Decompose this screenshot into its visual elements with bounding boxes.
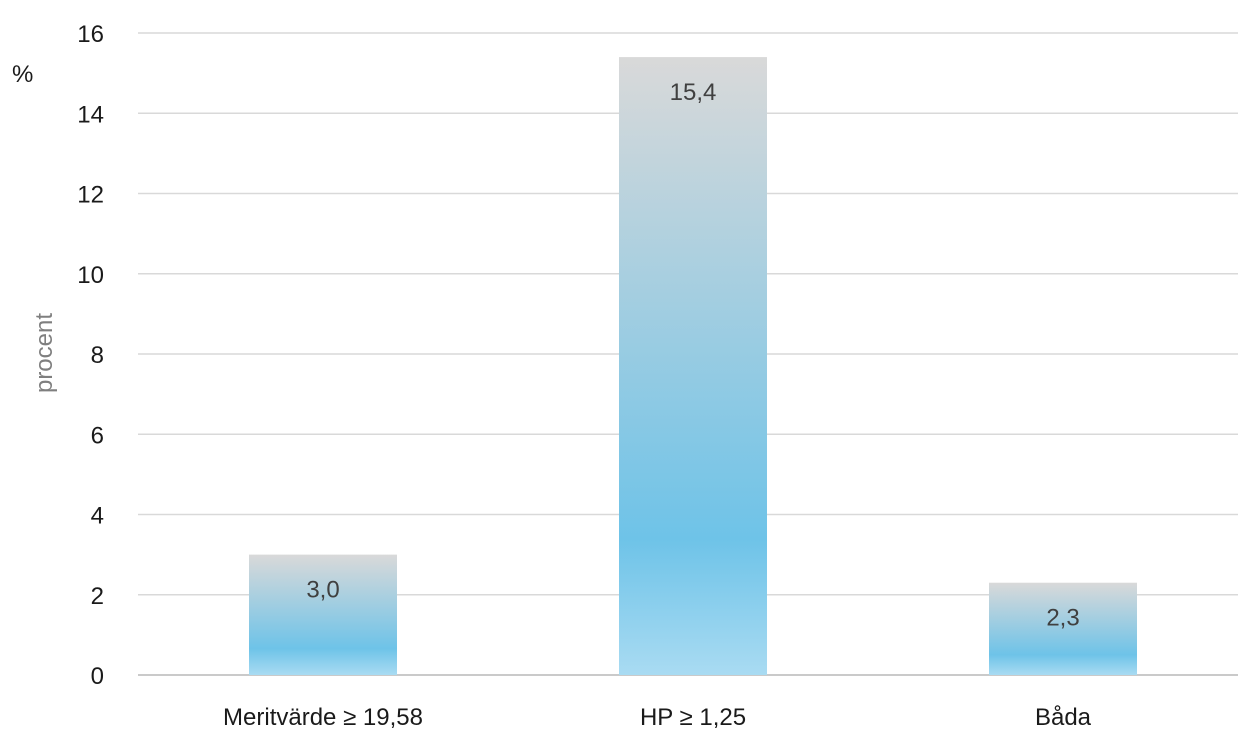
unit-label: %	[12, 61, 33, 88]
y-tick-label-10: 10	[77, 262, 104, 289]
y-tick-label-6: 6	[91, 422, 104, 449]
category-label-2: HP ≥ 1,25	[640, 704, 746, 729]
data-label-2: 15,4	[670, 79, 717, 106]
y-tick-label-16: 16	[77, 21, 104, 48]
data-label-1: 3,0	[306, 577, 339, 604]
x-axis-labels: Meritvärde ≥ 19,58 HP ≥ 1,25 Båda	[223, 704, 1092, 729]
category-label-3: Båda	[1035, 704, 1092, 729]
y-tick-label-14: 14	[77, 101, 104, 128]
bars: 3,0 15,4 2,3	[249, 57, 1137, 675]
y-axis-title: procent	[31, 313, 58, 393]
y-axis-ticks: 0 2 4 6 8 10 12 14 16	[77, 21, 104, 690]
y-tick-label-2: 2	[91, 583, 104, 610]
y-tick-label-8: 8	[91, 342, 104, 369]
y-tick-label-12: 12	[77, 182, 104, 209]
bar-3	[989, 582, 1137, 675]
category-label-1: Meritvärde ≥ 19,58	[223, 704, 423, 729]
bar-2	[619, 57, 767, 675]
y-tick-label-0: 0	[91, 663, 104, 690]
bar-1	[249, 554, 397, 675]
data-label-3: 2,3	[1046, 605, 1079, 632]
y-tick-label-4: 4	[91, 503, 104, 530]
